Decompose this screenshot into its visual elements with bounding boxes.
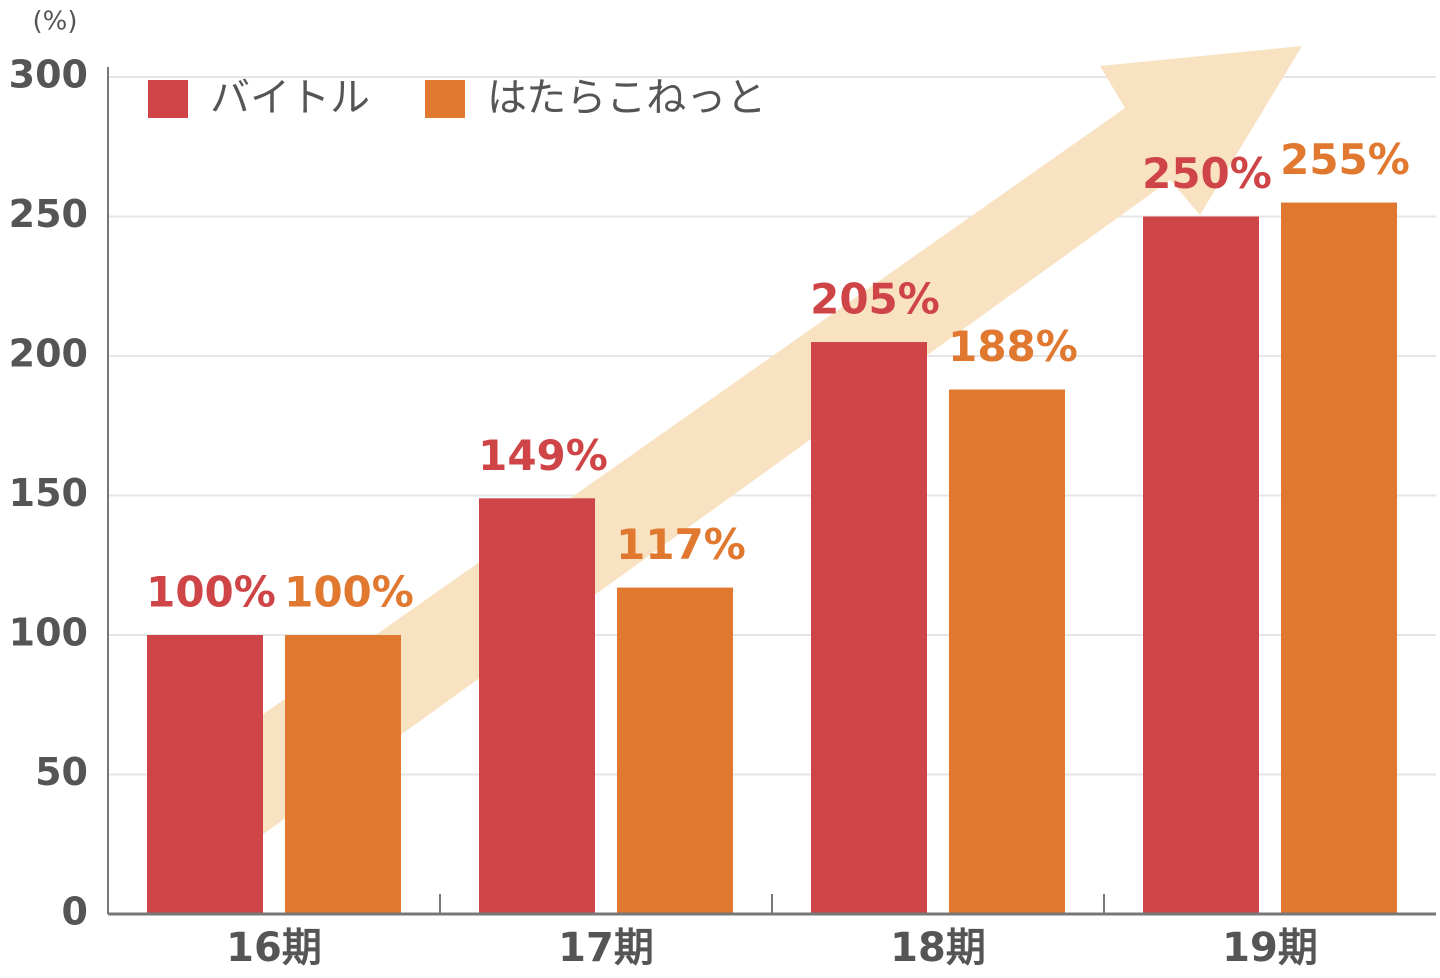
bar [811, 342, 927, 914]
value-label: 149% [478, 431, 608, 480]
x-tick-label: 18期 [890, 925, 986, 971]
legend-swatch [425, 80, 465, 118]
y-tick-label: 250 [9, 192, 88, 236]
value-label: 250% [1142, 149, 1272, 198]
bar [617, 587, 733, 914]
value-label: 117% [616, 520, 746, 569]
legend-swatch [148, 80, 188, 118]
legend-label: バイトル [210, 75, 370, 121]
x-tick-label: 16期 [226, 925, 322, 971]
bar [949, 389, 1065, 915]
x-tick-label: 17期 [558, 925, 654, 971]
y-tick-label: 200 [9, 332, 88, 376]
y-tick-label: 150 [9, 471, 88, 515]
y-tick-label: 50 [35, 750, 88, 794]
bar [285, 635, 401, 914]
value-label: 255% [1280, 135, 1410, 184]
y-tick-label: 0 [62, 890, 88, 934]
x-tick-label: 19期 [1222, 925, 1318, 971]
bar [1143, 216, 1259, 914]
y-axis-unit: (%) [33, 7, 78, 37]
legend-label: はたらこねっと [487, 75, 766, 121]
value-label: 205% [810, 275, 940, 324]
bar [147, 635, 263, 914]
bar [1281, 202, 1397, 915]
value-label: 188% [948, 322, 1078, 371]
bar [479, 498, 595, 914]
value-label: 100% [146, 568, 276, 617]
y-tick-label: 100 [9, 611, 88, 655]
y-tick-label: 300 [9, 53, 88, 97]
value-label: 100% [284, 568, 414, 617]
